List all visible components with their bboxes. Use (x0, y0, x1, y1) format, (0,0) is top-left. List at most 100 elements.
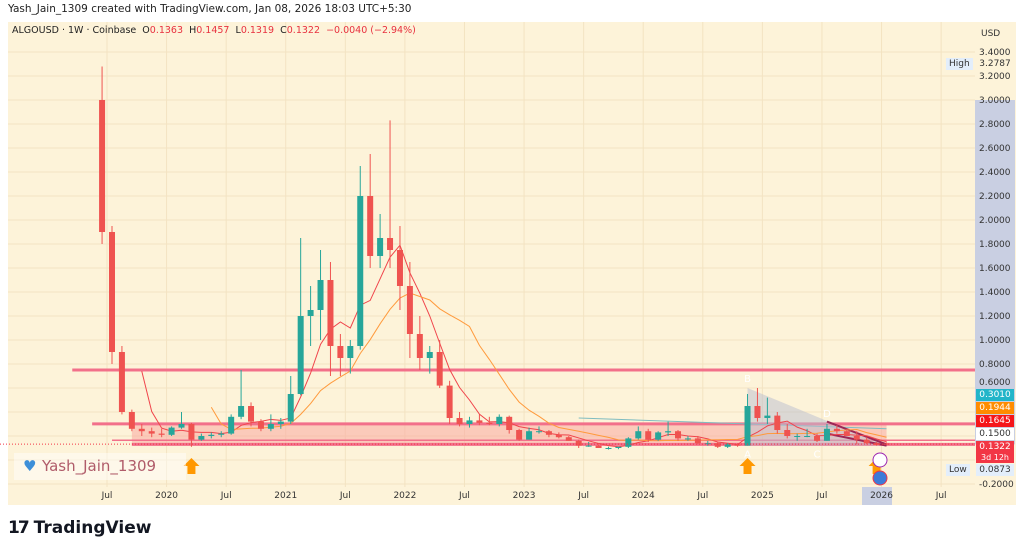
price-tick-label: 1.0000 (979, 336, 1011, 346)
time-tick-label: Jul (935, 491, 947, 501)
candle (257, 421, 264, 429)
candle (863, 439, 870, 444)
candle (675, 431, 682, 439)
candle (585, 445, 592, 447)
candle (198, 436, 205, 440)
price-tick-label: 2.8000 (979, 120, 1011, 130)
pattern-label: C (814, 450, 821, 461)
candle (99, 100, 106, 232)
axis-range-highlight (975, 100, 1015, 445)
candle (595, 445, 602, 448)
change-value: −0.0040 (−2.94%) (326, 25, 416, 36)
candle (645, 431, 652, 440)
candle (883, 443, 890, 445)
candle (535, 431, 542, 433)
candle (734, 444, 741, 446)
price-badge: 0.1645 (976, 415, 1014, 427)
candle (377, 238, 384, 256)
candle (327, 280, 334, 346)
candle (188, 424, 195, 440)
candle (853, 436, 860, 440)
time-tick-label: 2020 (155, 491, 178, 501)
author-watermark: ♥ Yash_Jain_1309 (14, 453, 186, 480)
heart-icon: ♥ (23, 457, 37, 475)
low-label: Low (946, 464, 970, 476)
price-tick-label: 1.2000 (979, 312, 1011, 322)
tradingview-brand[interactable]: 17 TradingView (8, 518, 151, 538)
candle (158, 433, 165, 435)
candle (754, 406, 761, 418)
candle (218, 433, 225, 435)
price-tick-label: 0.6000 (979, 378, 1011, 388)
candle (744, 406, 751, 446)
time-tick-label: Jul (220, 491, 232, 501)
time-tick-label: Jul (696, 491, 708, 501)
candle (774, 415, 781, 430)
candle (267, 424, 274, 429)
time-tick-label: Jul (458, 491, 470, 501)
candle (238, 406, 245, 417)
candle (109, 232, 115, 352)
candle (814, 436, 821, 441)
candle (516, 430, 523, 440)
arrow-up-icon (739, 458, 756, 474)
time-tick-label: 2024 (632, 491, 655, 501)
low-label: L (235, 25, 241, 36)
price-tick-label: 3.2000 (979, 72, 1011, 82)
pattern-label: A (744, 450, 751, 461)
candle (506, 416, 513, 430)
price-tick-label: 1.4000 (979, 288, 1011, 298)
price-badge: 0.1322 3d 12h (976, 441, 1014, 463)
candle (476, 420, 483, 423)
candle (526, 431, 533, 440)
candle (148, 431, 155, 434)
candle (118, 352, 125, 412)
candle (277, 421, 284, 424)
candle (784, 430, 791, 436)
low-value: 0.1319 (240, 25, 275, 36)
candle (128, 412, 135, 429)
candle (565, 437, 572, 441)
price-tick-label: 2.6000 (979, 144, 1011, 154)
candle (208, 434, 215, 436)
candle (714, 443, 721, 447)
price-tick-label: 2.0000 (979, 216, 1011, 226)
time-tick-label: 2022 (393, 491, 416, 501)
candle (367, 196, 374, 256)
candle (843, 431, 850, 436)
candle (347, 346, 354, 358)
close-label: C (280, 25, 287, 36)
candle (416, 334, 423, 358)
lightning-icon (872, 452, 888, 468)
candle (764, 415, 771, 418)
candle (615, 446, 622, 448)
time-tick-label: Jul (577, 491, 589, 501)
candle (486, 422, 493, 424)
price-tick-label: 1.8000 (979, 240, 1011, 250)
pattern-label: B (744, 374, 751, 385)
watermark-text: Yash_Jain_1309 (42, 457, 157, 475)
high-price: 3.2787 (979, 59, 1011, 69)
candle (694, 438, 701, 444)
candle (665, 431, 672, 433)
time-tick-label: 2023 (513, 491, 536, 501)
price-tick-label: 0.8000 (979, 360, 1011, 370)
price-tick-label: 2.2000 (979, 192, 1011, 202)
candle (804, 436, 811, 437)
price-tick-label: 2.4000 (979, 168, 1011, 178)
chart-credit: Yash_Jain_1309 created with TradingView.… (8, 3, 412, 15)
candle (724, 444, 731, 447)
candle (317, 280, 324, 310)
symbol-info[interactable]: ALGOUSD · 1W · Coinbase (12, 25, 137, 36)
candle (704, 443, 711, 445)
time-tick-label: Jul (339, 491, 351, 501)
candle (426, 352, 433, 358)
candle (833, 428, 840, 432)
candle (387, 238, 394, 250)
candle (138, 428, 145, 432)
price-badge: 0.3010 (976, 389, 1014, 401)
candle (178, 424, 185, 428)
price-tick-label: 1.6000 (979, 264, 1011, 274)
candle (228, 416, 235, 434)
